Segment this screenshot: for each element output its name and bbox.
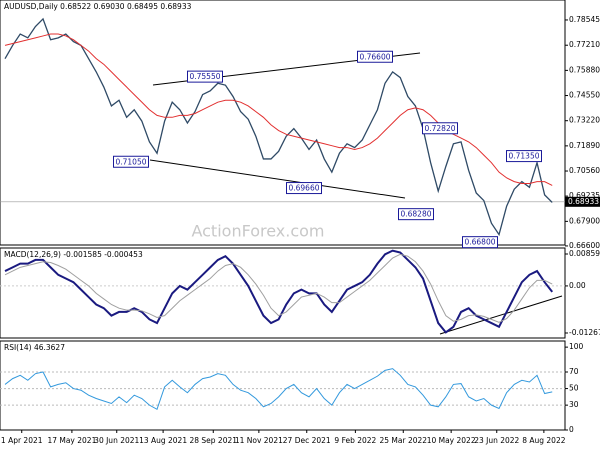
trend-line: [149, 159, 406, 199]
y-tick-label: 0.008595: [569, 249, 600, 258]
annotation-box: [187, 70, 223, 83]
series-line: [4, 253, 553, 323]
y-tick-label: 0.00: [569, 281, 586, 290]
annotation-label: 0.76600: [359, 52, 390, 61]
x-tick-label: 13 Aug 2021: [139, 436, 187, 445]
y-tick-label: 70: [569, 367, 579, 376]
watermark: ActionForex.com: [191, 222, 324, 241]
panel-title: AUDUSD,Daily 0.68522 0.69030 0.68495 0.6…: [4, 2, 192, 11]
x-tick-label: 25 Mar 2022: [379, 436, 427, 445]
x-tick-label: 8 Aug 2022: [522, 436, 565, 445]
annotation-box: [398, 208, 434, 221]
y-tick-label: 0: [569, 425, 574, 434]
trend-line: [439, 295, 563, 335]
last-price-label: 0.68933: [568, 197, 599, 206]
annotation-box: [113, 155, 149, 168]
x-tick-label: 23 Jun 2022: [474, 436, 519, 445]
x-tick-label: 1 Apr 2021: [1, 436, 43, 445]
last-price-box: [565, 196, 600, 207]
y-tick-label: 0.73220: [569, 116, 600, 125]
y-tick-label: 30: [569, 400, 579, 409]
panel-title: RSI(14) 46.3627: [4, 343, 65, 352]
annotation-label: 0.66800: [464, 238, 495, 247]
series-line: [4, 33, 553, 186]
rsi-panel: [0, 340, 566, 431]
x-tick-label: 9 Feb 2022: [334, 436, 376, 445]
x-tick-label: 17 May 2021: [47, 436, 96, 445]
annotation-label: 0.69660: [288, 184, 319, 193]
x-tick-label: 11 Nov 2021: [235, 436, 283, 445]
y-tick-label: -0.01267: [569, 328, 600, 337]
annotation-label: 0.75550: [189, 72, 220, 81]
annotation-label: 0.71350: [508, 152, 539, 161]
series-line: [4, 368, 553, 411]
annotation-box: [286, 182, 322, 195]
macd-panel: [0, 247, 566, 339]
panel-title: MACD(12,26,9) -0.001585 -0.000453: [4, 250, 143, 259]
annotation-box: [506, 150, 542, 163]
y-tick-label: 50: [569, 384, 579, 393]
y-tick-label: 0.78545: [569, 15, 600, 24]
annotation-box: [357, 50, 393, 63]
price-panel: [0, 0, 566, 246]
annotation-box: [422, 122, 458, 135]
annotation-label: 0.72820: [424, 124, 455, 133]
x-tick-label: 30 Jun 2021: [94, 436, 139, 445]
series-line: [4, 17, 553, 237]
y-tick-label: 0.74550: [569, 91, 600, 100]
annotation-label: 0.68280: [400, 210, 431, 219]
y-tick-label: 0.67900: [569, 216, 600, 225]
x-tick-label: 27 Dec 2021: [283, 436, 331, 445]
y-tick-label: 0.66600: [569, 241, 600, 250]
y-tick-label: 0.70560: [569, 166, 600, 175]
y-tick-label: 100: [569, 342, 584, 351]
y-tick-label: 0.71890: [569, 141, 600, 150]
y-tick-label: 0.77210: [569, 40, 600, 49]
series-line: [4, 249, 554, 334]
x-tick-label: 10 May 2022: [427, 436, 476, 445]
x-tick-label: 28 Sep 2021: [189, 436, 237, 445]
y-tick-label: 0.69235: [569, 191, 600, 200]
annotation-box: [462, 236, 498, 249]
y-tick-label: 0.75880: [569, 65, 600, 74]
annotation-label: 0.71050: [115, 157, 146, 166]
